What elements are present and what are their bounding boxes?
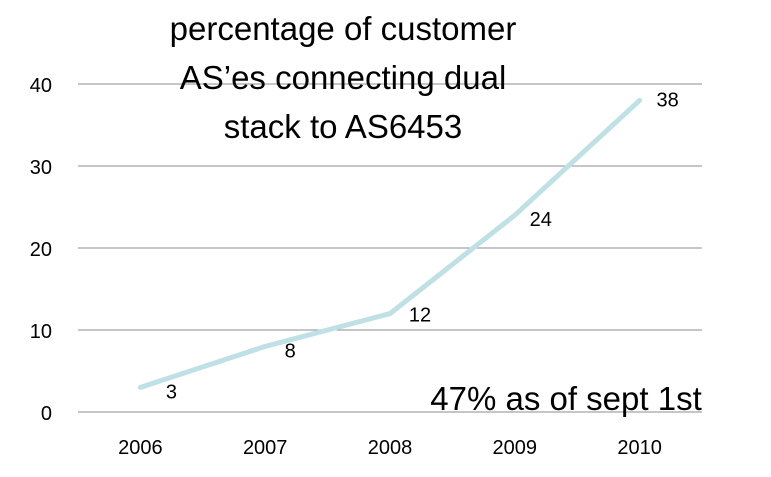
data-label-2007: 8 <box>285 340 296 362</box>
x-tick-label-2010: 2010 <box>617 437 662 459</box>
chart-title-line-3: stack to AS6453 <box>224 108 463 145</box>
y-tick-label-0: 0 <box>41 403 52 425</box>
y-tick-label-20: 20 <box>30 239 52 261</box>
x-tick-label-2008: 2008 <box>368 437 413 459</box>
y-tick-label-10: 10 <box>30 321 52 343</box>
y-tick-label-30: 30 <box>30 157 52 179</box>
chart-title-line-2: AS’es connecting dual <box>180 59 507 96</box>
gridlines <box>78 83 702 413</box>
y-tick-label-40: 40 <box>30 75 52 97</box>
x-axis-tick-labels: 2006 2007 2008 2009 2010 <box>118 437 662 459</box>
data-label-2009: 24 <box>530 209 552 231</box>
data-label-2008: 12 <box>409 305 431 327</box>
y-axis-tick-labels: 0 10 20 30 40 <box>30 75 52 425</box>
x-tick-label-2006: 2006 <box>118 437 163 459</box>
series-line-0 <box>137 97 643 390</box>
chart-title-line-1: percentage of customer <box>170 10 517 47</box>
data-label-2010: 38 <box>656 89 678 111</box>
series-lines <box>137 97 643 390</box>
x-tick-label-2007: 2007 <box>243 437 288 459</box>
annotation-text: 47% as of sept 1st <box>430 380 702 417</box>
x-tick-label-2009: 2009 <box>493 437 538 459</box>
data-label-2006: 3 <box>166 381 177 403</box>
